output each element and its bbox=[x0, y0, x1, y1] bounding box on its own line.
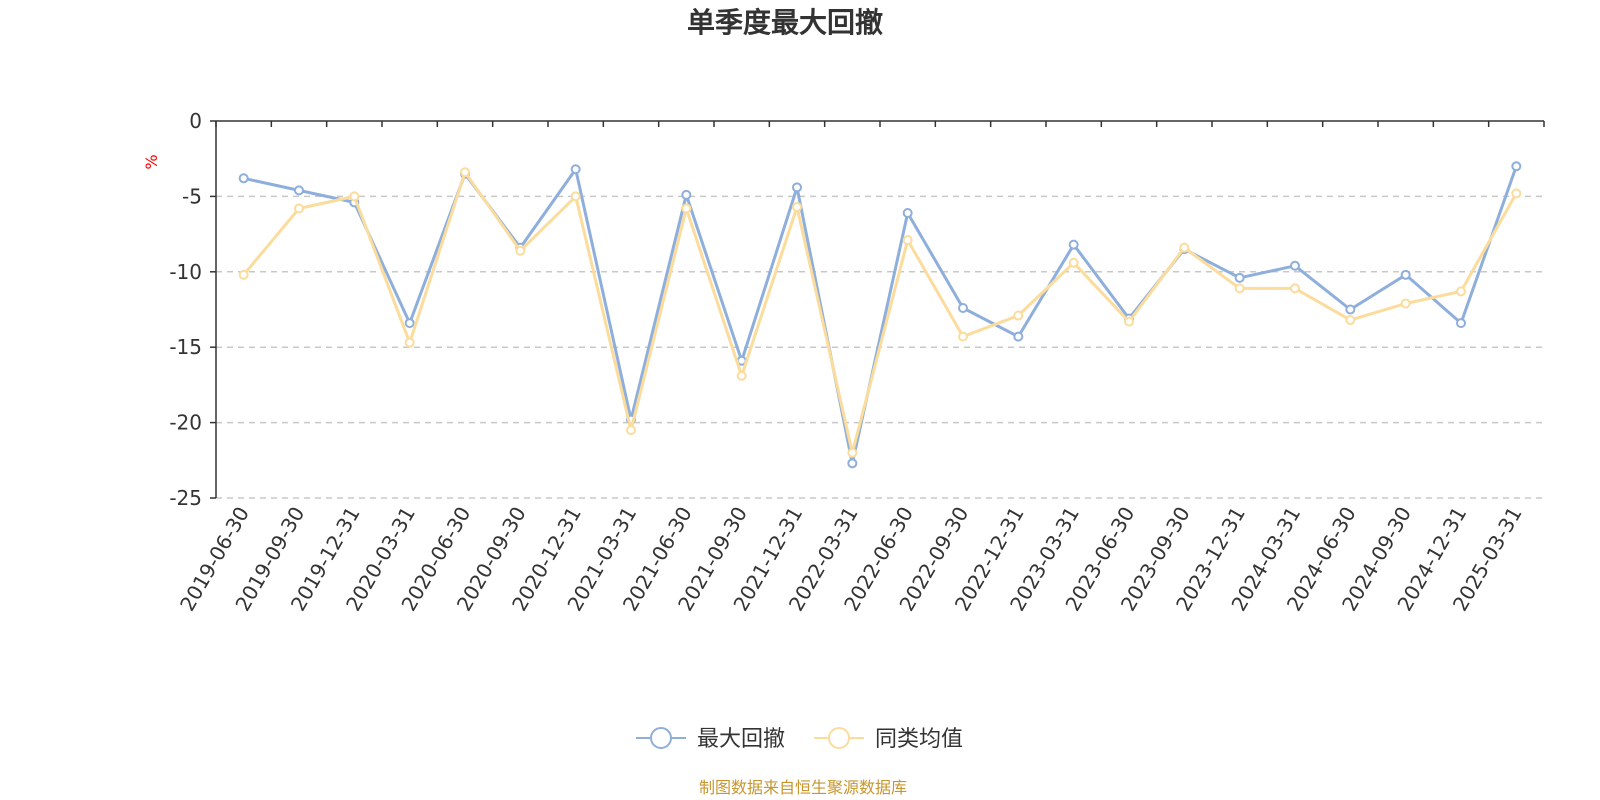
data-point[interactable] bbox=[515, 245, 526, 256]
data-point[interactable] bbox=[294, 185, 304, 196]
data-point[interactable] bbox=[570, 164, 581, 175]
y-tick-label: -25 bbox=[169, 486, 202, 510]
data-point[interactable] bbox=[1179, 242, 1190, 253]
series-line bbox=[242, 170, 1518, 455]
data-point[interactable] bbox=[460, 167, 470, 178]
data-point[interactable] bbox=[570, 191, 581, 202]
data-point[interactable] bbox=[238, 173, 249, 184]
data-point[interactable] bbox=[404, 337, 415, 348]
legend-marker-icon bbox=[650, 727, 672, 749]
data-point[interactable] bbox=[902, 207, 913, 218]
data-point[interactable] bbox=[349, 191, 360, 202]
legend-label: 最大回撤 bbox=[697, 727, 785, 752]
y-tick-label: -15 bbox=[169, 335, 202, 359]
y-tick-label: -5 bbox=[182, 184, 202, 208]
y-axis-unit-label: % bbox=[142, 154, 161, 169]
series-line bbox=[243, 165, 1518, 465]
data-point[interactable] bbox=[294, 203, 304, 214]
data-point[interactable] bbox=[792, 182, 802, 193]
data-point[interactable] bbox=[1013, 310, 1024, 321]
data-point[interactable] bbox=[238, 269, 249, 280]
data-point[interactable] bbox=[1345, 315, 1356, 326]
data-point[interactable] bbox=[1456, 286, 1466, 297]
y-tick-label: 0 bbox=[189, 109, 202, 133]
legend-marker-icon bbox=[828, 727, 850, 749]
data-point[interactable] bbox=[958, 302, 968, 313]
data-point[interactable] bbox=[736, 370, 747, 381]
data-point[interactable] bbox=[681, 203, 692, 214]
axes bbox=[210, 120, 1545, 499]
y-tick-label: -20 bbox=[169, 411, 202, 435]
data-point[interactable] bbox=[626, 425, 636, 436]
data-point[interactable] bbox=[1013, 331, 1024, 342]
data-point[interactable] bbox=[1400, 269, 1411, 280]
data-point[interactable] bbox=[1290, 283, 1300, 294]
data-point[interactable] bbox=[681, 189, 692, 200]
data-point[interactable] bbox=[1511, 161, 1522, 172]
data-point[interactable] bbox=[1456, 318, 1466, 329]
data-point[interactable] bbox=[1068, 239, 1079, 250]
data-point[interactable] bbox=[1290, 260, 1300, 271]
data-point[interactable] bbox=[1234, 283, 1245, 294]
series-1 bbox=[238, 167, 1522, 458]
y-axis-tick-labels: 0 -5 -10 -15 -20 -25 bbox=[169, 109, 202, 510]
data-point[interactable] bbox=[1124, 316, 1134, 327]
data-point[interactable] bbox=[1068, 257, 1079, 268]
data-point[interactable] bbox=[1345, 304, 1356, 315]
x-axis-tick-labels: 2019-06-302019-09-302019-12-312020-03-31… bbox=[175, 503, 1527, 616]
data-point[interactable] bbox=[404, 318, 415, 329]
data-point[interactable] bbox=[847, 447, 858, 458]
legend[interactable]: 最大回撤 同类均值 bbox=[636, 727, 963, 752]
data-point[interactable] bbox=[1400, 298, 1411, 309]
chart-title: 单季度最大回撤 bbox=[687, 6, 883, 39]
data-point[interactable] bbox=[1234, 272, 1245, 283]
series-lines bbox=[238, 161, 1522, 469]
data-point[interactable] bbox=[1511, 188, 1522, 199]
data-source-note: 制图数据来自恒生聚源数据库 bbox=[699, 778, 907, 797]
data-point[interactable] bbox=[847, 458, 858, 469]
legend-item-peer-average[interactable]: 同类均值 bbox=[814, 727, 963, 752]
legend-item-max-drawdown[interactable]: 最大回撤 bbox=[636, 727, 785, 752]
legend-label: 同类均值 bbox=[875, 727, 963, 752]
data-point[interactable] bbox=[902, 235, 913, 246]
data-point[interactable] bbox=[792, 201, 802, 212]
y-tick-label: -10 bbox=[169, 260, 202, 284]
series-0 bbox=[238, 161, 1522, 469]
data-point[interactable] bbox=[958, 331, 968, 342]
